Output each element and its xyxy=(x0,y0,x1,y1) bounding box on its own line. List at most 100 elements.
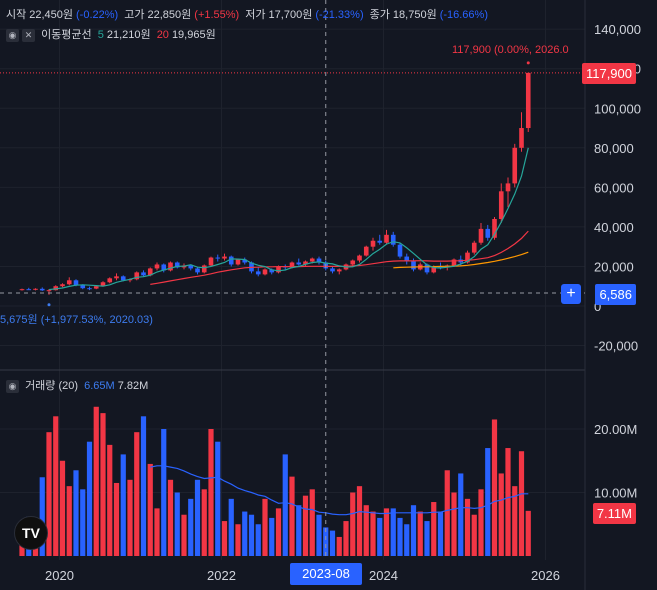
candle-body xyxy=(134,272,140,280)
close-label: 종가 xyxy=(369,9,390,21)
high-label: 고가 xyxy=(124,9,145,21)
candle-body xyxy=(93,286,99,289)
volume-bar xyxy=(275,508,282,556)
volume-bar xyxy=(363,505,369,556)
volume-bar xyxy=(134,432,140,556)
candle-body xyxy=(147,268,153,276)
candle-body xyxy=(336,269,342,272)
volume-bar xyxy=(242,511,248,556)
candle-body xyxy=(141,272,146,276)
ma-legend[interactable]: ◉ ✕ 이동평균선 5 21,210원 20 19,965원 xyxy=(6,26,219,42)
volume-bar xyxy=(498,473,504,556)
price-tick-label: 0 xyxy=(594,299,601,314)
volume-bar xyxy=(221,521,228,556)
volume-bar xyxy=(464,498,471,556)
add-plus-icon[interactable]: + xyxy=(561,284,581,304)
close-icon[interactable]: ✕ xyxy=(22,29,35,42)
candle-body xyxy=(377,240,383,243)
volume-bar xyxy=(350,492,356,556)
candle-body xyxy=(26,289,32,291)
volume-bar xyxy=(444,470,450,556)
candle-body xyxy=(370,240,376,247)
price-tick-label: 100,000 xyxy=(594,101,641,116)
volume-bar xyxy=(451,492,457,556)
candle-body xyxy=(404,256,410,262)
candle-body xyxy=(316,258,322,263)
volume-bar xyxy=(100,413,106,556)
low-annotation: 5,675원 (+1,977.53%, 2020.03) xyxy=(0,313,153,326)
ohlc-legend: 시작 22,450원 (-0.22%) 고가 22,850원 (+1.55%) 저가 17… xyxy=(6,6,491,22)
volume-bar xyxy=(53,416,59,556)
moving-averages xyxy=(48,147,529,516)
eye-icon[interactable]: ◉ xyxy=(6,29,19,42)
open-label: 시작 xyxy=(6,9,27,21)
tradingview-logo[interactable]: TV xyxy=(14,516,48,550)
candle-body xyxy=(478,228,484,243)
ma-value-5: 21,210원 xyxy=(106,29,151,41)
volume-bar xyxy=(161,429,167,556)
volume-bar xyxy=(167,479,174,556)
volume-bar xyxy=(147,463,153,556)
ma60-line xyxy=(393,251,529,269)
low-change: (-21.33%) xyxy=(315,9,364,21)
candle-body xyxy=(201,265,207,273)
volume-bar xyxy=(377,517,383,556)
candle-body xyxy=(100,282,106,287)
candle-body xyxy=(363,246,369,256)
volume-bar xyxy=(181,514,187,556)
candle-body xyxy=(505,183,511,192)
candles xyxy=(19,72,531,295)
eye-icon[interactable]: ◉ xyxy=(6,380,19,393)
volume-bar xyxy=(113,482,120,556)
crosshair-price-tag: 6,586 xyxy=(595,284,636,305)
volume-value-2: 7.82M xyxy=(117,380,149,392)
volume-tick-label: 20.00M xyxy=(594,422,637,437)
volume-bar xyxy=(458,473,464,556)
volume-bar xyxy=(127,479,133,556)
volume-bar xyxy=(478,489,484,556)
volume-bar xyxy=(188,498,194,556)
volume-ma-line xyxy=(150,465,529,516)
candle-body xyxy=(384,234,389,243)
candle-body xyxy=(512,147,518,184)
candle-body xyxy=(296,262,302,265)
volume-bar xyxy=(248,514,255,556)
ma-period-5: 5 xyxy=(97,29,104,41)
volume-bar xyxy=(59,460,66,556)
candle-body xyxy=(309,258,315,262)
volume-bar xyxy=(194,479,201,556)
candle-body xyxy=(107,278,113,283)
volume-bar xyxy=(228,498,234,556)
candle-body xyxy=(431,266,437,273)
volume-bar xyxy=(235,524,241,556)
candle-body xyxy=(424,264,430,273)
candle-body xyxy=(208,257,214,266)
close-value: 18,750원 xyxy=(392,9,437,21)
volume-bar xyxy=(323,527,329,556)
volume-bar xyxy=(46,432,52,556)
crosshair-date-tag: 2023-08 xyxy=(290,563,362,585)
low-label: 저가 xyxy=(245,9,266,21)
ma-period-20: 20 xyxy=(156,29,169,41)
candle-body xyxy=(39,288,45,291)
volume-bar xyxy=(404,524,410,556)
volume-bar xyxy=(417,511,423,556)
volume-bar xyxy=(512,486,518,556)
candle-body xyxy=(228,256,234,265)
volume-bar xyxy=(86,441,93,556)
volume-legend[interactable]: ◉ 거래량 (20) 6.65M 7.82M xyxy=(6,377,151,393)
open-value: 22,450원 xyxy=(29,9,74,21)
candle-body xyxy=(114,276,119,279)
low-marker xyxy=(47,303,51,307)
volume-axis-labels: 20.00M 10.00M xyxy=(594,422,637,501)
time-tick-label: 2026 xyxy=(531,568,560,583)
ma5-line xyxy=(48,147,529,291)
candle-body xyxy=(255,271,261,275)
candle-body xyxy=(161,264,167,271)
candle-body xyxy=(397,244,403,257)
candle-body xyxy=(303,261,308,265)
volume-bar xyxy=(39,477,45,556)
volume-bar xyxy=(437,511,444,556)
volume-bar xyxy=(356,486,363,556)
